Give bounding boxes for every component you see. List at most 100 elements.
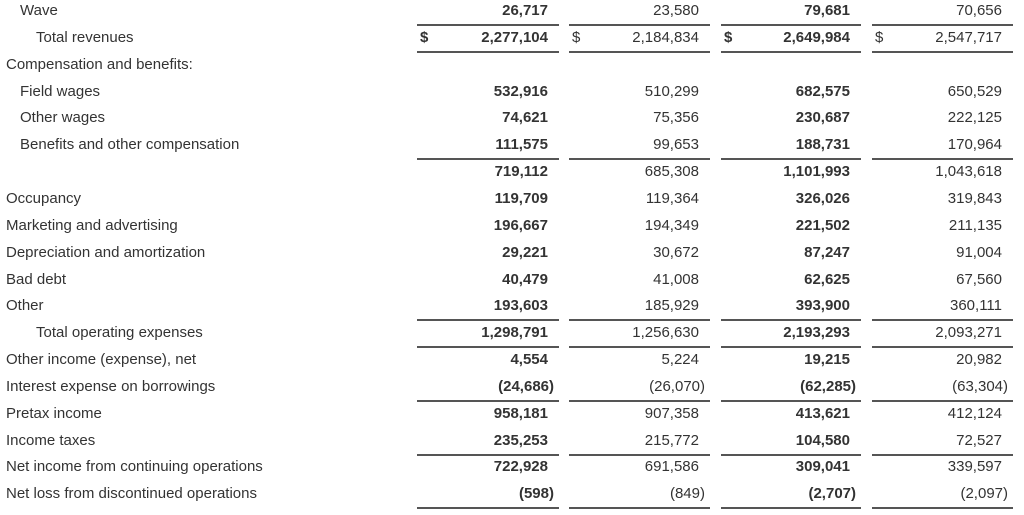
value-cell: 339,597 [872,455,1013,479]
cell-value: 413,621 [795,404,850,422]
value-cell: (24,686) [417,375,559,402]
value-cell: 193,603 [417,294,559,322]
value-cell: 510,299 [569,80,710,104]
value-cell: 719,112 [417,160,559,184]
value-cell: 75,356 [569,106,710,130]
value-cell: (849) [569,482,710,510]
value-cell: 70,656 [872,0,1013,26]
cell-value: 194,349 [644,216,699,234]
cell-value: 1,256,630 [632,324,699,342]
cell-value: 222,125 [947,109,1002,127]
table-row: Total revenues $2,277,104 $2,184,834 $2,649… [0,26,1024,53]
cell-value: (2,097) [960,485,1008,503]
value-cell: 360,111 [872,294,1013,322]
value-cell: 194,349 [569,214,710,238]
cell-value: 215,772 [644,431,699,449]
cell-value: 196,667 [493,216,548,234]
row-label: Occupancy [6,189,82,207]
value-cell: 650,529 [872,80,1013,104]
row-label: Income taxes [6,431,96,449]
value-cell: 907,358 [569,402,710,426]
value-cell: 1,101,993 [721,160,861,184]
value-cell: 1,298,791 [417,321,559,349]
table-row: Other income (expense), net 4,554 5,224 19,… [0,348,1024,375]
value-cell: 222,125 [872,106,1013,130]
value-cell: $2,649,984 [721,26,861,53]
value-cell: 119,364 [569,187,710,211]
table-row: Field wages 532,916 510,299 682,575 650,529 [0,80,1024,107]
value-cell: 29,221 [417,241,559,265]
value-cell: (63,304) [872,375,1013,402]
table-row: Bad debt 40,479 41,008 62,625 67,560 [0,268,1024,295]
value-cell: 309,041 [721,455,861,479]
cell-value: 230,687 [795,109,850,127]
cell-value: (26,070) [649,377,705,395]
cell-value: 62,625 [804,270,850,288]
value-cell: (598) [417,482,559,510]
row-label: Benefits and other compensation [20,136,240,154]
table-row: Net loss from discontinued operations (59… [0,482,1024,510]
row-label: Other income (expense), net [6,351,197,369]
cell-value: 691,586 [644,458,699,476]
cell-value: 79,681 [804,2,850,19]
value-cell: 2,093,271 [872,321,1013,349]
cell-value: 119,364 [645,189,699,207]
value-cell: (62,285) [721,375,861,402]
cell-value: 722,928 [493,458,548,476]
cell-value: 70,656 [956,2,1002,19]
cell-value: 119,709 [494,189,548,207]
value-cell: 41,008 [569,268,710,292]
cell-value: 510,299 [644,82,699,100]
value-cell [417,53,559,77]
value-cell: 104,580 [721,429,861,456]
row-label: Field wages [20,82,101,100]
cell-value: 360,111 [950,297,1002,315]
cell-value: 40,479 [502,270,548,288]
value-cell: 188,731 [721,133,861,161]
row-label: Net loss from discontinued operations [6,485,257,503]
value-cell: 230,687 [721,106,861,130]
value-cell: 413,621 [721,402,861,426]
value-cell: 412,124 [872,402,1013,426]
value-cell: 1,256,630 [569,321,710,349]
value-cell: 958,181 [417,402,559,426]
row-label: Total operating expenses [36,324,203,342]
table-row: Interest expense on borrowings (24,686) (2… [0,375,1024,402]
cell-value: (2,707) [808,485,856,503]
value-cell: 19,215 [721,348,861,372]
value-cell: 211,135 [872,214,1013,238]
cell-value: 188,731 [795,136,850,154]
cell-value: 958,181 [493,404,548,422]
value-cell: 62,625 [721,268,861,292]
value-cell: 215,772 [569,429,710,456]
value-cell: 87,247 [721,241,861,265]
value-cell: 30,672 [569,241,710,265]
value-cell: 119,709 [417,187,559,211]
table-row: Pretax income 958,181 907,358 413,621 412,12… [0,402,1024,429]
value-cell: 185,929 [569,294,710,322]
cell-value: 211,135 [948,216,1002,234]
cell-value: 4,554 [510,351,548,369]
cell-value: 412,124 [947,404,1002,422]
row-label: Net income from continuing operations [6,458,263,476]
row-label: Interest expense on borrowings [6,377,216,395]
row-label: Other [6,297,44,315]
value-cell: 685,308 [569,160,710,184]
value-cell: 393,900 [721,294,861,322]
value-cell: 196,667 [417,214,559,238]
cell-value: 111,575 [495,136,548,154]
cell-value: (24,686) [498,377,554,395]
row-label: Pretax income [6,404,102,422]
row-label: Marketing and advertising [6,216,178,234]
cell-value: 74,621 [502,109,548,127]
value-cell: 111,575 [417,133,559,161]
table-row: Compensation and benefits: [0,53,1024,80]
value-cell [569,53,710,77]
cell-value: 682,575 [795,82,850,100]
value-cell: 682,575 [721,80,861,104]
currency-symbol: $ [724,28,733,46]
cell-value: 193,603 [493,297,548,315]
value-cell: 99,653 [569,133,710,161]
cell-value: 650,529 [947,82,1002,100]
value-cell: (2,707) [721,482,861,510]
